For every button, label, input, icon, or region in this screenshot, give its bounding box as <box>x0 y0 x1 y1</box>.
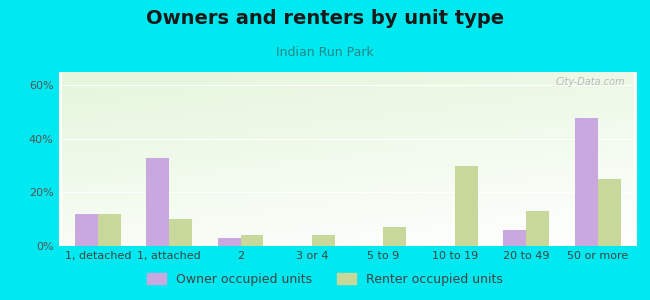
Bar <box>384 227 406 246</box>
Text: City-Data.com: City-Data.com <box>556 77 625 87</box>
Bar <box>575 118 598 246</box>
Bar <box>240 235 263 246</box>
Bar <box>455 166 478 246</box>
Text: Owners and renters by unit type: Owners and renters by unit type <box>146 9 504 28</box>
Legend: Owner occupied units, Renter occupied units: Owner occupied units, Renter occupied un… <box>142 268 508 291</box>
Bar <box>169 219 192 246</box>
Bar <box>598 179 621 246</box>
Bar <box>312 235 335 246</box>
Bar <box>146 158 169 246</box>
Text: Indian Run Park: Indian Run Park <box>276 46 374 59</box>
Bar <box>526 211 549 246</box>
Bar <box>98 214 121 246</box>
Bar <box>504 230 526 246</box>
Bar <box>75 214 98 246</box>
Bar <box>218 238 240 246</box>
